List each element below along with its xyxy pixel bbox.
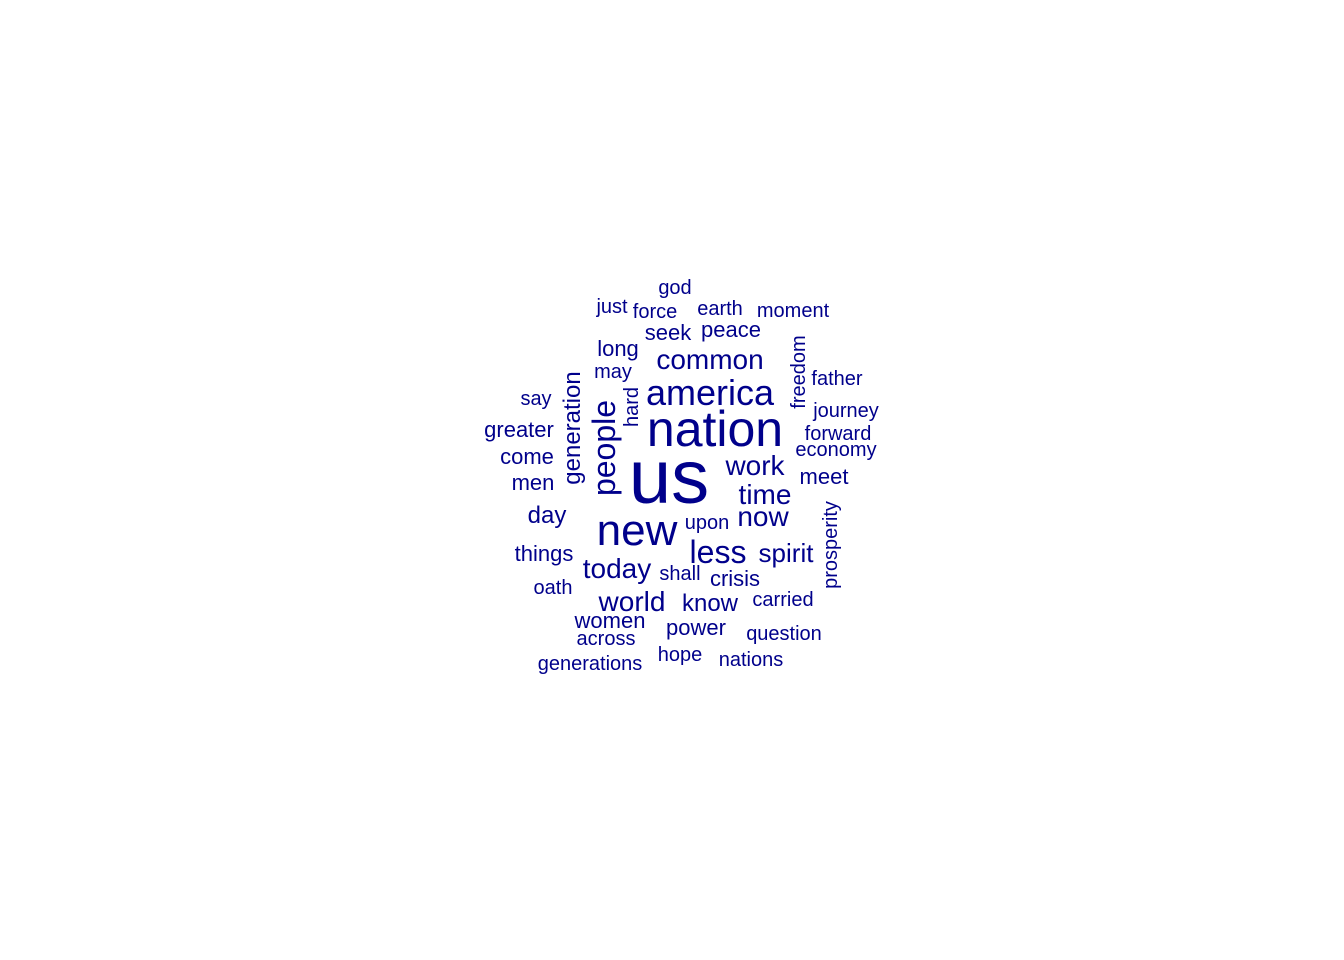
word-know: know (681, 590, 739, 617)
word-earth: earth (697, 298, 743, 320)
word-time: time (738, 479, 792, 510)
word-forward: forward (804, 423, 872, 445)
word-power: power (666, 615, 726, 640)
word-day: day (527, 502, 567, 529)
word-oath: oath (533, 577, 573, 599)
word-people: people (586, 399, 622, 497)
word-economy: economy (795, 439, 877, 461)
word-men: men (511, 470, 555, 495)
word-now: now (737, 501, 789, 532)
word-god: god (658, 277, 692, 299)
word-force: force (632, 301, 678, 323)
word-hope: hope (657, 644, 703, 666)
word-nations: nations (718, 649, 784, 671)
word-women: women (574, 608, 646, 633)
word-generation: generation (559, 371, 586, 485)
word-question: question (746, 623, 822, 645)
word-father: father (811, 368, 863, 390)
word-shall: shall (659, 563, 701, 585)
word-us: us (628, 435, 710, 520)
word-carried: carried (752, 589, 814, 611)
word-say: say (520, 388, 552, 410)
word-peace: peace (701, 317, 761, 342)
word-just: just (596, 296, 628, 318)
word-meet: meet (799, 464, 849, 489)
word-journey: journey (813, 400, 879, 422)
word-spirit: spirit (758, 538, 814, 568)
word-come: come (500, 444, 554, 469)
word-new: new (596, 506, 678, 555)
word-hard: hard (621, 386, 643, 428)
word-world: world (598, 586, 666, 617)
word-work: work (725, 450, 785, 481)
word-upon: upon (684, 512, 730, 534)
word-seek: seek (644, 320, 692, 345)
word-across: across (576, 628, 636, 650)
word-prosperity: prosperity (820, 501, 842, 589)
word-freedom: freedom (788, 335, 810, 409)
word-today: today (582, 553, 652, 584)
word-long: long (597, 336, 639, 361)
word-generations: generations (537, 653, 643, 675)
word-greater: greater (484, 417, 554, 442)
word-crisis: crisis (709, 566, 761, 591)
word-less: less (689, 534, 747, 570)
word-nation: nation (646, 401, 784, 457)
word-things: things (514, 541, 574, 566)
word-moment: moment (756, 300, 830, 322)
word-may: may (594, 361, 632, 383)
word-common: common (656, 344, 764, 375)
word-america: america (645, 372, 775, 413)
